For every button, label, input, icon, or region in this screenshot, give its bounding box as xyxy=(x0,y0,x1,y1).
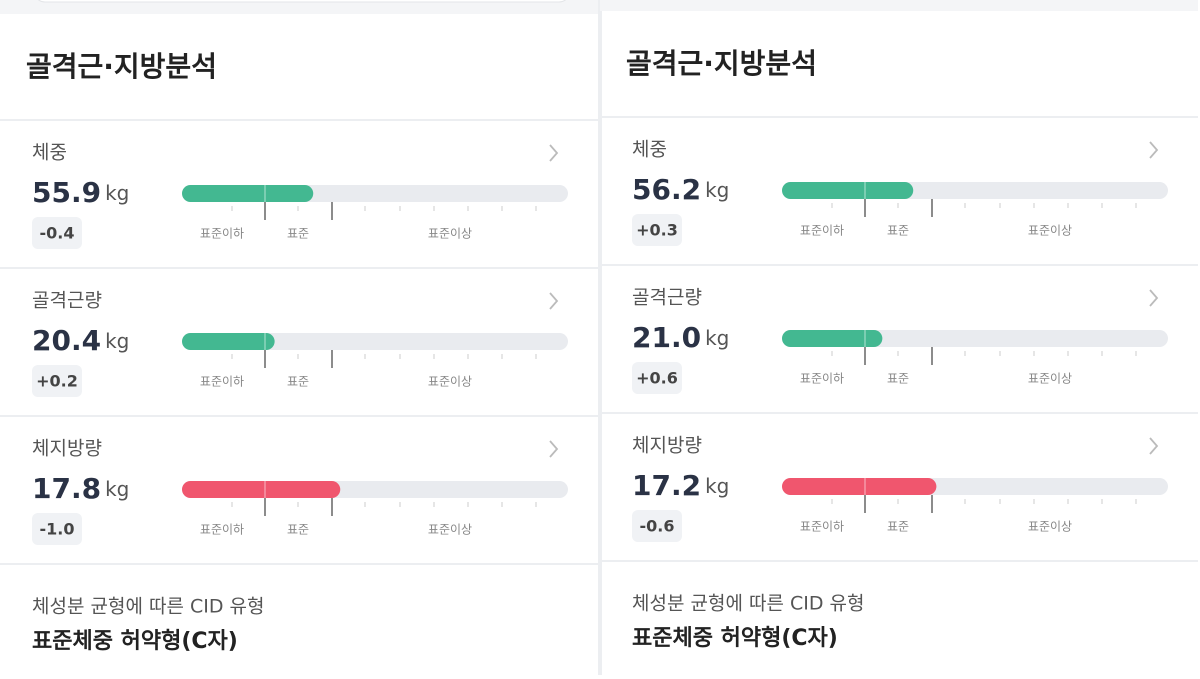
delta-text: -0.4 xyxy=(40,224,75,243)
delta-text: +0.3 xyxy=(636,221,678,240)
search-box-edge xyxy=(37,0,567,3)
chevron xyxy=(549,144,559,162)
metric-row[interactable]: 체중 55.9 kg -0.4 표준이하 표준 표준이상 xyxy=(32,142,568,250)
value-number: 21.0 xyxy=(632,321,701,354)
chevron xyxy=(1149,289,1159,307)
delta-text: +0.6 xyxy=(636,369,678,388)
cid-value: 표준체중 허약형(C자) xyxy=(32,629,238,654)
bar-fill xyxy=(182,333,275,350)
delta-text: -0.6 xyxy=(640,517,675,536)
delta-text: +0.2 xyxy=(36,372,78,391)
scale-label: 표준이상 xyxy=(428,375,472,389)
value-unit: kg xyxy=(705,326,729,350)
value-unit: kg xyxy=(105,181,129,205)
delta-badge xyxy=(32,365,82,397)
panel-gap xyxy=(598,0,602,675)
scale-label: 표준이상 xyxy=(1028,224,1072,238)
bar-fill xyxy=(782,478,937,495)
bar-fill xyxy=(782,182,914,199)
value-unit: kg xyxy=(105,477,129,501)
metric-row[interactable]: 체중 56.2 kg +0.3 표준이하 표준 표준이상 xyxy=(632,139,1168,247)
scale-label: 표준 xyxy=(887,372,909,386)
metric-row[interactable]: 골격근량 20.4 kg +0.2 표준이하 표준 표준이상 xyxy=(32,290,568,398)
cid-label: 체성분 균형에 따른 CID 유형 xyxy=(632,593,864,615)
scale-label: 표준이하 xyxy=(800,372,844,386)
cid-label: 체성분 균형에 따른 CID 유형 xyxy=(32,596,264,618)
top-strip xyxy=(600,0,1198,11)
scale-label: 표준이상 xyxy=(1028,520,1072,534)
chevron xyxy=(549,292,559,310)
value-number: 20.4 xyxy=(32,324,101,357)
section-title: 골격근·지방분석 xyxy=(26,50,217,83)
scale-label: 표준이상 xyxy=(1028,372,1072,386)
metric-label: 체지방량 xyxy=(632,435,702,457)
value-unit: kg xyxy=(705,474,729,498)
bar-fill xyxy=(182,481,341,498)
metric-label: 체지방량 xyxy=(32,438,102,460)
metric-row[interactable]: 골격근량 21.0 kg +0.6 표준이하 표준 표준이상 xyxy=(632,287,1168,395)
scale-label: 표준 xyxy=(887,224,909,238)
bar-fill xyxy=(782,330,883,347)
delta-badge xyxy=(32,513,82,545)
value-number: 56.2 xyxy=(632,173,701,206)
delta-text: -1.0 xyxy=(40,520,75,539)
value-unit: kg xyxy=(705,178,729,202)
metric-label: 체중 xyxy=(32,142,67,164)
value-unit: kg xyxy=(105,329,129,353)
metric-value: 17.8 kg xyxy=(32,472,129,505)
chevron xyxy=(1149,437,1159,455)
delta-badge xyxy=(632,214,682,246)
metric-value: 21.0 kg xyxy=(632,321,729,354)
value-number: 55.9 xyxy=(32,176,101,209)
metric-row[interactable]: 체지방량 17.2 kg -0.6 표준이하 표준 표준이상 xyxy=(632,435,1168,543)
bar-fill xyxy=(182,185,314,202)
scale-label: 표준이하 xyxy=(800,224,844,238)
section-title: 골격근·지방분석 xyxy=(626,47,817,80)
scale-label: 표준 xyxy=(287,375,309,389)
chevron xyxy=(549,440,559,458)
cid-value: 표준체중 허약형(C자) xyxy=(632,626,838,651)
delta-badge xyxy=(632,510,682,542)
scale-label: 표준이상 xyxy=(428,227,472,241)
delta-badge xyxy=(32,217,82,249)
scale-label: 표준 xyxy=(287,227,309,241)
scale-label: 표준이상 xyxy=(428,523,472,537)
scale-label: 표준 xyxy=(287,523,309,537)
metric-value: 55.9 kg xyxy=(32,176,129,209)
value-number: 17.8 xyxy=(32,472,101,505)
scale-label: 표준이하 xyxy=(200,523,244,537)
metric-label: 골격근량 xyxy=(32,290,102,312)
top-strip xyxy=(0,0,598,14)
chevron xyxy=(1149,141,1159,159)
scale-label: 표준 xyxy=(887,520,909,534)
delta-badge xyxy=(632,362,682,394)
scale-label: 표준이하 xyxy=(200,375,244,389)
metric-value: 17.2 kg xyxy=(632,469,729,502)
scale-label: 표준이하 xyxy=(200,227,244,241)
value-number: 17.2 xyxy=(632,469,701,502)
metric-label: 체중 xyxy=(632,139,667,161)
metric-value: 20.4 kg xyxy=(32,324,129,357)
bar-track xyxy=(182,333,568,350)
metric-row[interactable]: 체지방량 17.8 kg -1.0 표준이하 표준 표준이상 xyxy=(32,438,568,546)
metric-label: 골격근량 xyxy=(632,287,702,309)
metric-value: 56.2 kg xyxy=(632,173,729,206)
scale-label: 표준이하 xyxy=(800,520,844,534)
